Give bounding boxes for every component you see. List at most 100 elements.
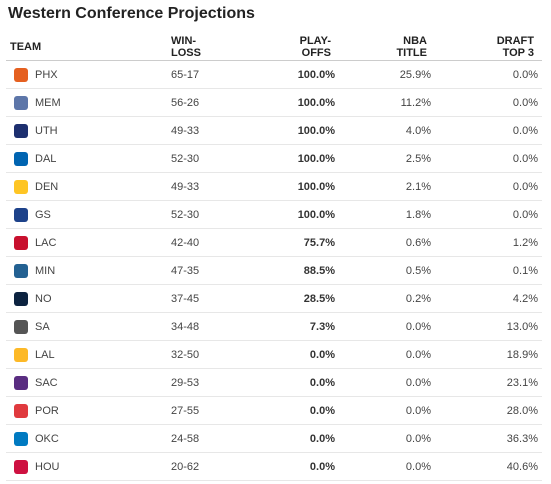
draft-top3-cell: 4.2% (435, 284, 542, 313)
kings-logo-icon (14, 375, 28, 390)
nba-title-column-header[interactable]: NBA TITLE (339, 34, 435, 61)
nba-title-cell: 2.5% (339, 144, 435, 173)
team-abbr[interactable]: LAL (35, 348, 55, 361)
lakers-logo-icon (14, 347, 28, 362)
team-abbr[interactable]: SA (35, 320, 50, 333)
table-row[interactable]: UTH 49-33 100.0% 4.0% 0.0% (6, 116, 542, 145)
team-cell[interactable]: HOU (6, 452, 171, 481)
team-cell[interactable]: DEN (6, 172, 171, 201)
table-title: Western Conference Projections (8, 5, 255, 22)
win-loss-cell: 37-45 (171, 284, 256, 313)
playoffs-column-header[interactable]: PLAY- OFFS (256, 34, 339, 61)
table-row[interactable]: DAL 52-30 100.0% 2.5% 0.0% (6, 144, 542, 173)
win-loss-cell: 34-48 (171, 312, 256, 341)
win-loss-cell: 52-30 (171, 200, 256, 229)
draft-top3-cell: 0.0% (435, 60, 542, 89)
win-loss-column-header[interactable]: WIN- LOSS (171, 34, 256, 61)
playoffs-cell: 7.3% (256, 312, 339, 341)
table-row[interactable]: HOU 20-62 0.0% 0.0% 40.6% (6, 452, 542, 481)
nba-title-cell: 0.5% (339, 256, 435, 285)
blazers-logo-icon (14, 403, 28, 418)
playoffs-cell: 0.0% (256, 424, 339, 453)
playoffs-cell: 100.0% (256, 144, 339, 173)
draft-top3-column-header[interactable]: DRAFT TOP 3 (435, 34, 542, 61)
playoffs-cell: 75.7% (256, 228, 339, 257)
table-row[interactable]: GS 52-30 100.0% 1.8% 0.0% (6, 200, 542, 229)
mavericks-logo-icon (14, 151, 28, 166)
nba-title-cell: 0.0% (339, 452, 435, 481)
playoffs-cell: 28.5% (256, 284, 339, 313)
nba-title-cell: 0.6% (339, 228, 435, 257)
table-row[interactable]: OKC 24-58 0.0% 0.0% 36.3% (6, 424, 542, 453)
playoffs-cell: 0.0% (256, 452, 339, 481)
win-loss-cell: 42-40 (171, 228, 256, 257)
win-loss-cell: 29-53 (171, 368, 256, 397)
table-row[interactable]: NO 37-45 28.5% 0.2% 4.2% (6, 284, 542, 313)
playoffs-cell: 100.0% (256, 172, 339, 201)
playoffs-cell: 88.5% (256, 256, 339, 285)
draft-top3-cell: 28.0% (435, 396, 542, 425)
team-cell[interactable]: OKC (6, 424, 171, 453)
team-abbr[interactable]: DEN (35, 180, 59, 193)
draft-top3-cell: 40.6% (435, 452, 542, 481)
team-abbr[interactable]: LAC (35, 236, 57, 249)
team-cell[interactable]: DAL (6, 144, 171, 173)
nuggets-logo-icon (14, 179, 28, 194)
table-row[interactable]: LAC 42-40 75.7% 0.6% 1.2% (6, 228, 542, 257)
win-loss-cell: 56-26 (171, 88, 256, 117)
rockets-logo-icon (14, 459, 28, 474)
jazz-logo-icon (14, 123, 28, 138)
nba-title-cell: 0.2% (339, 284, 435, 313)
win-loss-cell: 27-55 (171, 396, 256, 425)
team-abbr[interactable]: OKC (35, 432, 59, 445)
team-cell[interactable]: UTH (6, 116, 171, 145)
team-cell[interactable]: GS (6, 200, 171, 229)
win-loss-cell: 49-33 (171, 172, 256, 201)
draft-top3-cell: 36.3% (435, 424, 542, 453)
table-row[interactable]: POR 27-55 0.0% 0.0% 28.0% (6, 396, 542, 425)
team-column-header[interactable]: TEAM (6, 34, 171, 61)
team-cell[interactable]: PHX (6, 60, 171, 89)
table-row[interactable]: LAL 32-50 0.0% 0.0% 18.9% (6, 340, 542, 369)
win-loss-cell: 49-33 (171, 116, 256, 145)
team-abbr[interactable]: GS (35, 208, 51, 221)
team-abbr[interactable]: PHX (35, 68, 58, 81)
nba-title-cell: 4.0% (339, 116, 435, 145)
table-row[interactable]: MEM 56-26 100.0% 11.2% 0.0% (6, 88, 542, 117)
table-row[interactable]: PHX 65-17 100.0% 25.9% 0.0% (6, 60, 542, 89)
playoffs-cell: 0.0% (256, 396, 339, 425)
team-cell[interactable]: NO (6, 284, 171, 313)
draft-top3-cell: 0.0% (435, 144, 542, 173)
nba-title-cell: 1.8% (339, 200, 435, 229)
team-cell[interactable]: POR (6, 396, 171, 425)
team-cell[interactable]: LAL (6, 340, 171, 369)
nba-title-cell: 0.0% (339, 396, 435, 425)
team-cell[interactable]: MEM (6, 88, 171, 117)
table-row[interactable]: SAC 29-53 0.0% 0.0% 23.1% (6, 368, 542, 397)
nba-title-cell: 0.0% (339, 424, 435, 453)
team-abbr[interactable]: MIN (35, 264, 56, 277)
table-row[interactable]: SA 34-48 7.3% 0.0% 13.0% (6, 312, 542, 341)
team-abbr[interactable]: DAL (35, 152, 57, 165)
team-abbr[interactable]: HOU (35, 460, 60, 473)
playoffs-cell: 0.0% (256, 368, 339, 397)
team-abbr[interactable]: NO (35, 292, 52, 305)
team-abbr[interactable]: POR (35, 404, 59, 417)
team-cell[interactable]: MIN (6, 256, 171, 285)
playoffs-cell: 100.0% (256, 200, 339, 229)
draft-top3-cell: 0.0% (435, 116, 542, 145)
thunder-logo-icon (14, 431, 28, 446)
team-abbr[interactable]: SAC (35, 376, 58, 389)
team-cell[interactable]: LAC (6, 228, 171, 257)
team-cell[interactable]: SAC (6, 368, 171, 397)
team-cell[interactable]: SA (6, 312, 171, 341)
team-abbr[interactable]: MEM (35, 96, 61, 109)
header-row: TEAM WIN- LOSS PLAY- OFFS NBA TITLE DRAF… (6, 34, 542, 61)
table-row[interactable]: MIN 47-35 88.5% 0.5% 0.1% (6, 256, 542, 285)
draft-top3-cell: 0.0% (435, 88, 542, 117)
table-row[interactable]: DEN 49-33 100.0% 2.1% 0.0% (6, 172, 542, 201)
nba-title-cell: 0.0% (339, 312, 435, 341)
team-abbr[interactable]: UTH (35, 124, 58, 137)
playoffs-cell: 100.0% (256, 60, 339, 89)
nba-title-cell: 25.9% (339, 60, 435, 89)
